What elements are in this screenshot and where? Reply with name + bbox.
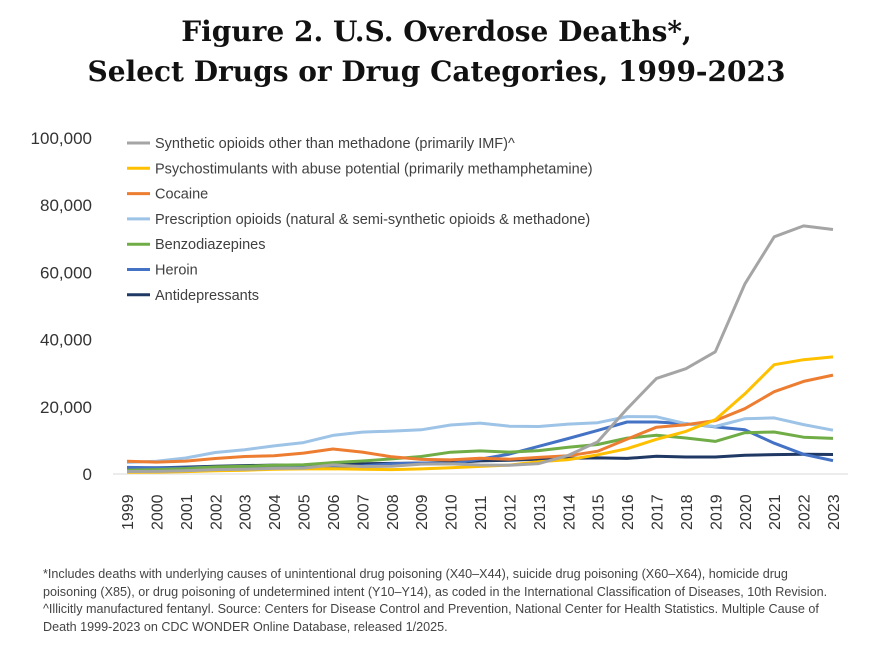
x-tick-label: 2011	[473, 495, 490, 530]
x-tick-label: 1999	[120, 494, 137, 530]
x-tick-label: 2016	[620, 494, 637, 530]
title-line-2: Select Drugs or Drug Categories, 1999-20…	[87, 55, 786, 88]
x-tick-label: 2015	[591, 494, 608, 530]
x-tick-label: 2014	[561, 494, 578, 530]
x-tick-label: 2006	[326, 494, 343, 530]
x-tick-label: 2012	[502, 494, 519, 530]
x-tick-label: 2021	[767, 494, 784, 530]
x-tick-label: 2008	[385, 494, 402, 530]
legend-entry: Benzodiazepines	[155, 237, 265, 253]
line-chart: 0 20,000 40,000 60,000 80,000 100,000 1999 2000…	[31, 129, 848, 530]
x-tick-label: 2017	[650, 494, 667, 530]
x-tick-label: 2007	[355, 494, 372, 530]
x-tick-label: 2010	[444, 494, 461, 530]
y-tick-label: 80,000	[40, 196, 92, 215]
legend-entry: Antidepressants	[155, 288, 259, 304]
x-tick-label: 2013	[532, 494, 549, 530]
x-tick-label: 2023	[826, 494, 843, 530]
x-tick-label: 2000	[149, 494, 166, 530]
legend-entry: Cocaine	[155, 187, 208, 203]
x-tick-label: 2019	[708, 494, 725, 530]
footnote: *Includes deaths with underlying causes …	[43, 567, 828, 634]
title-line-1: Figure 2. U.S. Overdose Deaths*,	[181, 15, 692, 48]
series-line-benzodiazepines	[126, 430, 834, 472]
x-tick-label: 2002	[208, 494, 225, 530]
y-tick-label: 0	[83, 465, 92, 484]
y-tick-label: 40,000	[40, 331, 92, 350]
x-tick-label: 2005	[297, 494, 314, 530]
y-tick-label: 60,000	[40, 263, 92, 282]
x-tick-label: 2018	[679, 494, 696, 530]
legend-entry: Synthetic opioids other than methadone (…	[155, 136, 515, 152]
series-line-synthetic	[126, 224, 834, 473]
series-line-cocaine	[126, 373, 834, 464]
legend-entry: Heroin	[155, 263, 198, 279]
x-tick-label: 2003	[238, 494, 255, 530]
legend-entry: Psychostimulants with abuse potential (p…	[155, 161, 593, 177]
y-tick-label: 20,000	[40, 398, 92, 417]
x-tick-label: 2022	[797, 494, 814, 530]
y-tick-label: 100,000	[31, 129, 92, 148]
chart-title: Figure 2. U.S. Overdose Deaths*, Select …	[0, 12, 873, 92]
series-line-prescription	[126, 415, 834, 464]
legend-entry: Prescription opioids (natural & semi-syn…	[155, 212, 590, 228]
x-tick-label: 2020	[738, 494, 755, 530]
x-tick-label: 2004	[267, 494, 284, 530]
x-tick-label: 2009	[414, 494, 431, 530]
x-tick-label: 2001	[179, 494, 196, 530]
